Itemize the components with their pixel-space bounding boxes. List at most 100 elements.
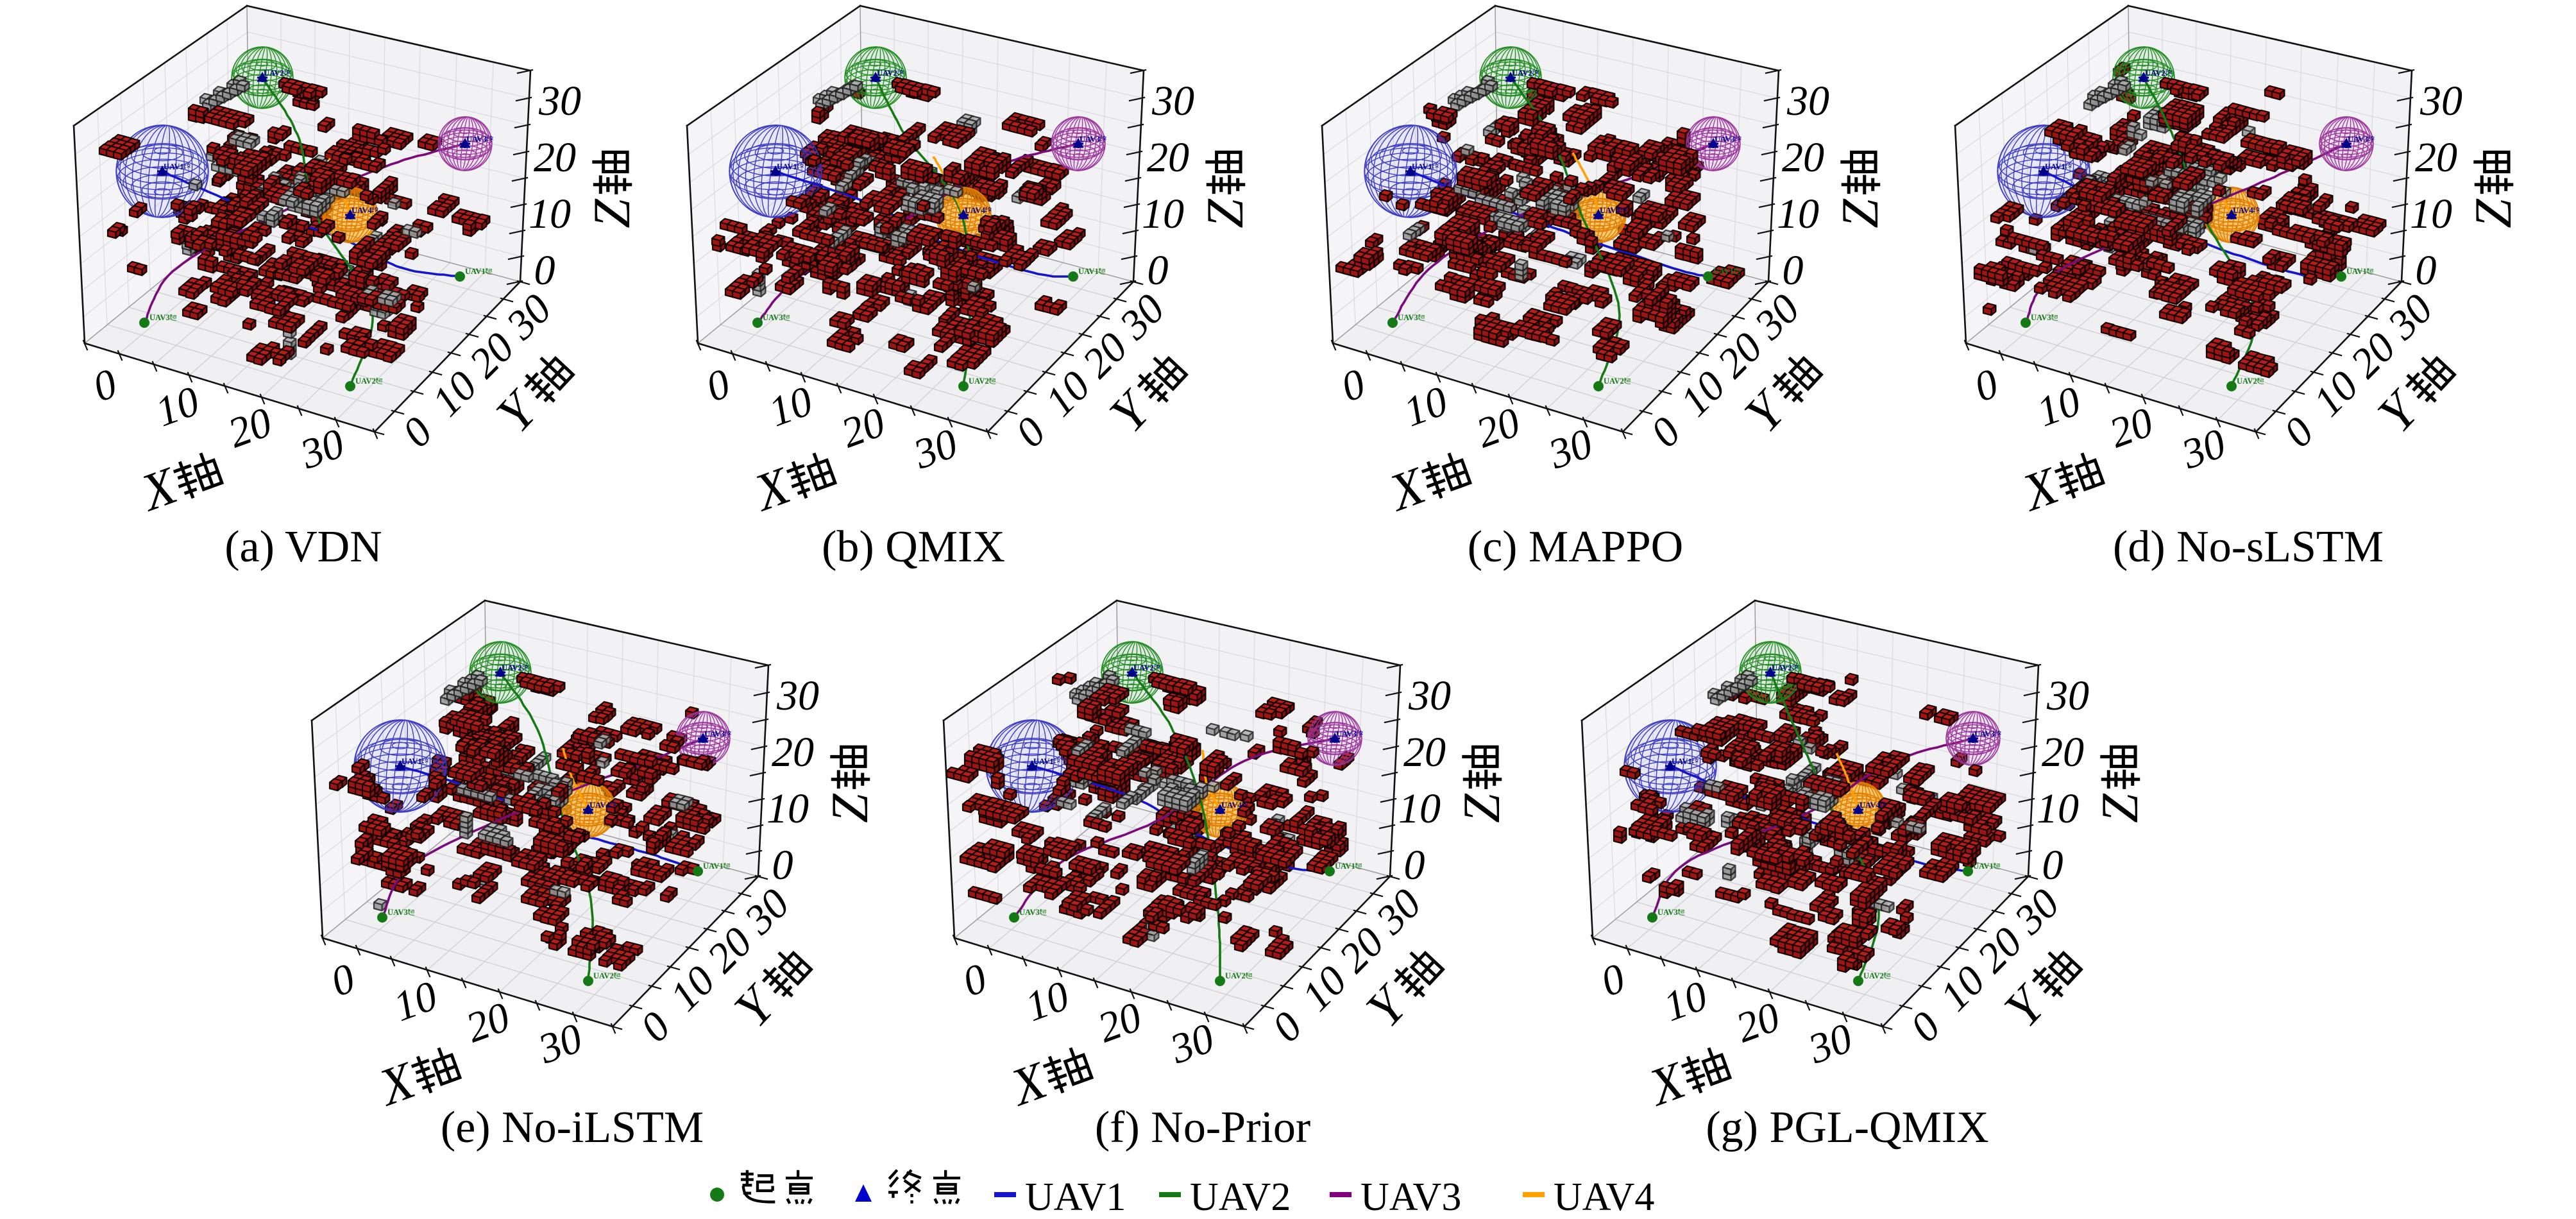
svg-text:X: X — [370, 1050, 424, 1118]
svg-text:UAV2: UAV2 — [355, 377, 376, 386]
svg-text:30: 30 — [294, 420, 350, 479]
svg-text:20: 20 — [534, 134, 576, 181]
svg-text:0: 0 — [87, 360, 123, 411]
svg-text:UAV2: UAV2 — [264, 69, 284, 78]
svg-text:UAV1: UAV1 — [703, 862, 724, 871]
svg-text:UAV1: UAV1 — [1078, 267, 1099, 276]
svg-text:20: 20 — [835, 398, 891, 457]
svg-text:UAV4: UAV4 — [1221, 801, 1242, 810]
svg-text:UAV1: UAV1 — [164, 162, 184, 171]
svg-text:UAV2: UAV2 — [1604, 377, 1624, 386]
svg-text:UAV4: UAV4 — [589, 801, 610, 810]
svg-text:20: 20 — [2103, 398, 2159, 457]
svg-text:UAV3: UAV3 — [466, 135, 487, 144]
svg-text:UAV1: UAV1 — [2045, 162, 2065, 171]
svg-text:0: 0 — [1006, 408, 1055, 456]
svg-text:X: X — [2013, 456, 2067, 523]
svg-text:30: 30 — [2046, 672, 2089, 719]
svg-text:X: X — [132, 456, 186, 523]
svg-text:0: 0 — [2042, 842, 2063, 889]
svg-text:Z: Z — [2464, 198, 2522, 228]
svg-text:UAV2: UAV2 — [1190, 1175, 1291, 1219]
svg-text:UAV4: UAV4 — [352, 206, 372, 215]
svg-text:0: 0 — [1263, 1003, 1311, 1051]
svg-text:20: 20 — [1092, 993, 1148, 1052]
svg-text:UAV3: UAV3 — [704, 729, 725, 738]
svg-text:UAV1: UAV1 — [1713, 267, 1734, 276]
svg-text:UAV3: UAV3 — [763, 313, 783, 322]
svg-text:UAV2: UAV2 — [593, 971, 614, 980]
svg-text:10: 10 — [1777, 191, 1819, 237]
svg-text:10: 10 — [1142, 191, 1184, 237]
svg-text:(c) MAPPO: (c) MAPPO — [1468, 522, 1683, 572]
svg-text:X: X — [1640, 1050, 1694, 1118]
svg-text:20: 20 — [222, 398, 278, 457]
svg-text:0: 0 — [1641, 408, 1690, 456]
svg-text:20: 20 — [1147, 134, 1189, 181]
svg-text:30: 30 — [2175, 420, 2232, 479]
svg-text:UAV2: UAV2 — [1772, 663, 1792, 672]
svg-text:UAV3: UAV3 — [149, 313, 170, 322]
svg-text:UAV2: UAV2 — [1863, 971, 1884, 980]
svg-text:UAV1: UAV1 — [1335, 862, 1355, 871]
svg-text:10: 10 — [2037, 785, 2079, 832]
svg-text:UAV3: UAV3 — [387, 908, 408, 917]
svg-text:X: X — [1380, 456, 1434, 523]
svg-text:UAV1: UAV1 — [2346, 267, 2367, 276]
svg-text:30: 30 — [538, 78, 581, 124]
svg-text:X: X — [1002, 1050, 1056, 1118]
svg-text:20: 20 — [460, 993, 516, 1052]
svg-text:UAV1: UAV1 — [1672, 757, 1692, 766]
svg-text:10: 10 — [767, 785, 809, 832]
svg-text:0: 0 — [393, 408, 441, 456]
svg-text:Z: Z — [582, 198, 641, 228]
svg-text:UAV1: UAV1 — [402, 757, 422, 766]
svg-text:20: 20 — [772, 729, 814, 776]
svg-text:UAV3: UAV3 — [1715, 135, 1735, 144]
svg-text:20: 20 — [2042, 729, 2084, 776]
svg-text:20: 20 — [1782, 134, 1824, 181]
svg-text:10: 10 — [149, 377, 205, 436]
svg-text:UAV1: UAV1 — [1412, 162, 1432, 171]
svg-text:UAV4: UAV4 — [1554, 1175, 1654, 1219]
svg-text:UAV4: UAV4 — [1600, 206, 1620, 215]
svg-text:UAV1: UAV1 — [1033, 757, 1054, 766]
svg-text:UAV2: UAV2 — [1225, 971, 1246, 980]
svg-text:20: 20 — [2415, 134, 2457, 181]
svg-text:UAV3: UAV3 — [1019, 908, 1040, 917]
svg-text:UAV3: UAV3 — [2348, 135, 2368, 144]
svg-text:UAV1: UAV1 — [1025, 1175, 1126, 1219]
svg-text:UAV4: UAV4 — [2233, 206, 2253, 215]
svg-text:30: 30 — [1151, 78, 1194, 124]
svg-text:UAV2: UAV2 — [1512, 69, 1532, 78]
svg-text:(b) QMIX: (b) QMIX — [822, 522, 1005, 572]
svg-text:UAV1: UAV1 — [465, 267, 486, 276]
svg-text:(f) No-Prior: (f) No-Prior — [1095, 1103, 1310, 1152]
svg-text:30: 30 — [1802, 1014, 1858, 1073]
svg-text:UAV2: UAV2 — [2145, 69, 2165, 78]
svg-text:UAV4: UAV4 — [965, 206, 985, 215]
svg-text:0: 0 — [2416, 247, 2437, 294]
svg-text:(e) No-iLSTM: (e) No-iLSTM — [441, 1103, 704, 1152]
svg-text:30: 30 — [1786, 78, 1829, 124]
svg-text:0: 0 — [772, 842, 793, 889]
svg-text:10: 10 — [2410, 191, 2452, 237]
svg-text:0: 0 — [1783, 247, 1804, 294]
svg-text:Z: Z — [1196, 198, 1254, 228]
svg-text:0: 0 — [1969, 360, 2004, 411]
svg-text:0: 0 — [957, 955, 993, 1006]
svg-text:30: 30 — [532, 1014, 588, 1073]
svg-text:10: 10 — [1398, 377, 1453, 436]
svg-text:10: 10 — [387, 972, 443, 1030]
svg-text:Z: Z — [1831, 198, 1889, 228]
svg-text:0: 0 — [1901, 1003, 1949, 1051]
svg-text:0: 0 — [631, 1003, 679, 1051]
svg-text:10: 10 — [1657, 972, 1713, 1030]
svg-text:UAV3: UAV3 — [1360, 1175, 1461, 1219]
svg-text:UAV3: UAV3 — [1080, 135, 1100, 144]
svg-text:UAV2: UAV2 — [969, 377, 989, 386]
svg-text:(a) VDN: (a) VDN — [225, 522, 382, 572]
svg-text:UAV2: UAV2 — [2237, 377, 2257, 386]
svg-text:UAV2: UAV2 — [502, 663, 522, 672]
svg-text:(g) PGL-QMIX: (g) PGL-QMIX — [1706, 1103, 1988, 1152]
